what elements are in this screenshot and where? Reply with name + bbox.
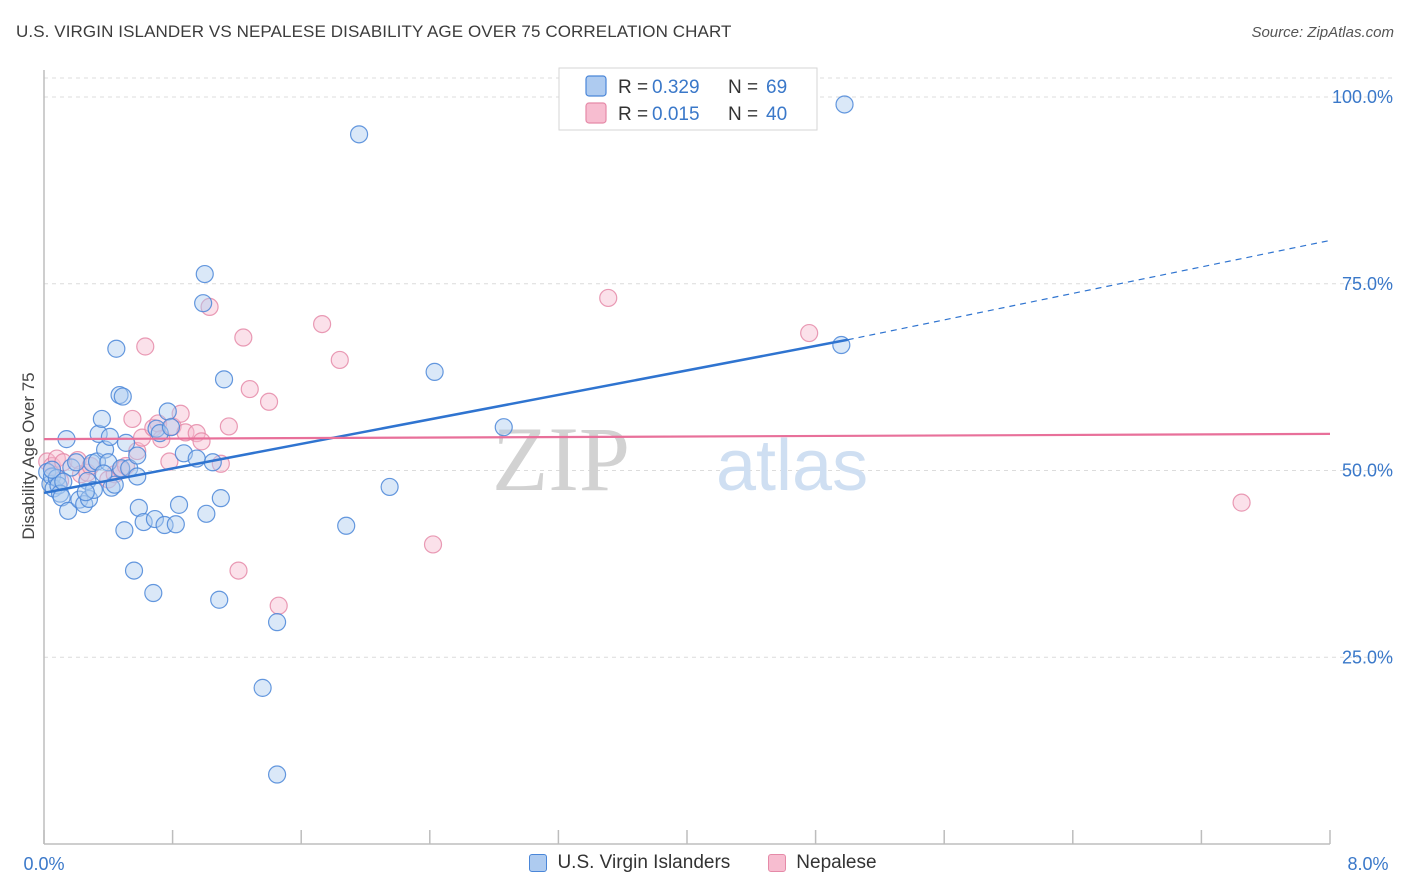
virgin-islanders-point-30 xyxy=(115,521,134,540)
virgin-islanders-point-54 xyxy=(253,678,272,697)
virgin-islanders-point-37 xyxy=(144,583,163,603)
virgin-islanders-point-60 xyxy=(425,362,444,381)
virgin-islanders-point-57 xyxy=(337,516,356,535)
legend-swatch-pink xyxy=(585,102,607,124)
virgin-islanders-point-9 xyxy=(59,501,78,520)
legend-item-virgin-islanders[interactable]: U.S. Virgin Islanders xyxy=(529,852,730,874)
virgin-islanders-point-33 xyxy=(124,561,144,580)
virgin-islanders-point-45 xyxy=(169,495,189,514)
nepalese-point-12 xyxy=(116,456,136,476)
virgin-islanders-point-53 xyxy=(214,370,234,389)
trend-line-nepalese xyxy=(43,432,1331,441)
virgin-islanders-point-55 xyxy=(267,613,287,632)
y-tick-label-75: 75.0% xyxy=(1342,274,1393,294)
trend-lines xyxy=(43,239,1331,495)
virgin-islanders-point-23 xyxy=(100,427,120,446)
stats-legend: R = 0.329 N = 69 R = 0.015 N = 40 xyxy=(558,67,818,131)
legend-r-value-2: 0.015 xyxy=(652,104,700,125)
legend-n-value-1: 69 xyxy=(766,77,787,98)
x-tick-label-max: 8.0% xyxy=(1347,854,1388,874)
virgin-islanders-point-56 xyxy=(267,765,287,784)
y-tick-label-50: 50.0% xyxy=(1342,461,1393,481)
virgin-islanders-point-29 xyxy=(113,387,132,406)
legend-n-value-2: 40 xyxy=(766,104,787,125)
virgin-islanders-point-68 xyxy=(128,446,147,465)
nepalese-point-13 xyxy=(123,409,142,429)
virgin-islanders-point-42 xyxy=(158,402,177,421)
chart-title: U.S. VIRGIN ISLANDER VS NEPALESE DISABIL… xyxy=(16,22,732,41)
virgin-islanders-point-59 xyxy=(380,477,399,497)
virgin-islanders-point-61 xyxy=(494,418,513,437)
virgin-islanders-point-51 xyxy=(210,590,229,609)
y-tick-labels: 25.0% 50.0% 75.0% 100.0% xyxy=(1332,87,1393,667)
nepalese-point-29 xyxy=(229,561,248,580)
nepalese-point-25 xyxy=(192,432,211,451)
nepalese-point-34 xyxy=(312,314,332,334)
legend-item-nepalese[interactable]: Nepalese xyxy=(768,852,877,874)
legend-swatch-blue xyxy=(585,75,607,97)
virgin-islanders-point-36 xyxy=(134,512,153,532)
virgin-islanders-point-38 xyxy=(145,509,165,529)
chart-source: Source: ZipAtlas.com xyxy=(1251,24,1394,41)
legend-r-label-1: R = xyxy=(618,77,648,98)
legend-n-label-1: N = xyxy=(728,77,758,98)
nepalese-point-39 xyxy=(1232,493,1251,512)
virgin-islanders-point-11 xyxy=(67,453,86,472)
virgin-islanders-point-26 xyxy=(107,339,126,358)
virgin-islanders-point-10 xyxy=(62,458,81,477)
points-nepalese xyxy=(38,288,1251,615)
x-ticks xyxy=(43,830,1331,844)
virgin-islanders-point-43 xyxy=(161,418,181,437)
virgin-islanders-point-40 xyxy=(150,424,169,443)
y-tick-label-100: 100.0% xyxy=(1332,87,1393,107)
nepalese-point-30 xyxy=(234,328,253,347)
nepalese-point-33 xyxy=(269,596,288,615)
virgin-islanders-point-44 xyxy=(166,515,185,534)
nepalese-point-36 xyxy=(423,535,443,554)
virgin-islanders-point-48 xyxy=(195,264,214,284)
nepalese-point-38 xyxy=(800,323,819,343)
virgin-islanders-point-49 xyxy=(197,504,216,523)
virgin-islanders-point-20 xyxy=(92,409,111,429)
nepalese-point-16 xyxy=(136,337,155,356)
legend-label-virgin-islanders: U.S. Virgin Islanders xyxy=(557,852,731,873)
nepalese-point-28 xyxy=(219,417,238,436)
nepalese-point-32 xyxy=(259,392,279,411)
virgin-islanders-point-63 xyxy=(835,95,854,114)
legend-marker-pink xyxy=(768,854,787,872)
virgin-islanders-point-64 xyxy=(42,460,62,479)
series-legend: U.S. Virgin Islanders Nepalese xyxy=(0,852,1406,874)
nepalese-point-37 xyxy=(599,288,618,308)
legend-r-value-1: 0.329 xyxy=(652,77,700,98)
legend-marker-blue xyxy=(529,854,548,872)
virgin-islanders-point-52 xyxy=(211,489,230,508)
legend-label-nepalese: Nepalese xyxy=(796,852,877,873)
virgin-islanders-point-35 xyxy=(129,498,148,517)
virgin-islanders-point-47 xyxy=(194,294,213,313)
nepalese-point-31 xyxy=(240,379,259,399)
y-axis-title: Disability Age Over 75 xyxy=(19,372,38,539)
legend-n-label-2: N = xyxy=(728,104,758,125)
trend-line-virgin-islanders-extension xyxy=(847,239,1331,341)
watermark-zip: ZIP xyxy=(492,408,630,510)
x-tick-label-min: 0.0% xyxy=(23,854,64,874)
legend-r-label-2: R = xyxy=(618,104,648,125)
watermark-atlas: atlas xyxy=(716,426,868,506)
virgin-islanders-point-66 xyxy=(76,483,95,502)
virgin-islanders-point-58 xyxy=(349,125,369,144)
trend-line-virgin-islanders xyxy=(43,338,848,495)
nepalese-point-35 xyxy=(330,350,349,370)
y-tick-label-25: 25.0% xyxy=(1342,647,1393,667)
